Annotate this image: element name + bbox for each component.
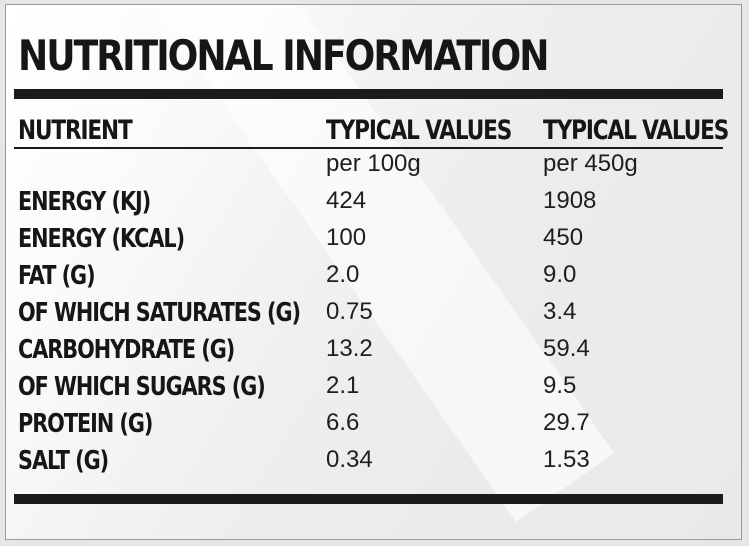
value-per-100g: 0.75 [326, 298, 373, 325]
table-row: FAT (G) 2.0 9.0 [6, 259, 741, 296]
value-per-450g: 9.0 [543, 261, 577, 288]
value-per-450g: 1.53 [543, 446, 590, 473]
nutrient-label: ENERGY (KJ) [18, 187, 151, 217]
header-rule [14, 147, 723, 149]
value-per-450g: 450 [543, 224, 584, 251]
header-nutrient: NUTRIENT [18, 115, 133, 146]
nutrient-label: ENERGY (KCAL) [18, 224, 185, 254]
bottom-rule [14, 494, 723, 504]
value-per-450g: 9.5 [543, 372, 577, 399]
table-row: CARBOHYDRATE (G) 13.2 59.4 [6, 333, 741, 370]
value-per-450g: 59.4 [543, 335, 590, 362]
value-per-100g: 424 [326, 187, 367, 214]
page-title: NUTRITIONAL INFORMATION [18, 31, 549, 80]
nutrient-label: FAT (G) [18, 261, 96, 291]
nutrient-label: CARBOHYDRATE (G) [18, 335, 235, 365]
value-per-100g: 6.6 [326, 409, 360, 436]
table-row: ENERGY (KJ) 424 1908 [6, 185, 741, 222]
value-per-100g: 2.0 [326, 261, 360, 288]
table-row: PROTEIN (G) 6.6 29.7 [6, 407, 741, 444]
nutrition-panel: NUTRITIONAL INFORMATION NUTRIENT TYPICAL… [5, 4, 742, 540]
unit-per-450g: per 450g [543, 150, 638, 177]
nutrient-label: OF WHICH SATURATES (G) [18, 298, 301, 328]
nutrient-label: PROTEIN (G) [18, 409, 153, 439]
value-per-450g: 3.4 [543, 298, 577, 325]
value-per-100g: 100 [326, 224, 367, 251]
value-per-100g: 2.1 [326, 372, 360, 399]
value-per-450g: 29.7 [543, 409, 590, 436]
table-row: OF WHICH SATURATES (G) 0.75 3.4 [6, 296, 741, 333]
top-rule [14, 89, 723, 99]
header-typical-values-100g: TYPICAL VALUES [326, 115, 512, 146]
value-per-450g: 1908 [543, 187, 597, 214]
table-row: OF WHICH SUGARS (G) 2.1 9.5 [6, 370, 741, 407]
table-row: SALT (G) 0.34 1.53 [6, 444, 741, 481]
header-typical-values-450g: TYPICAL VALUES [543, 115, 729, 146]
unit-per-100g: per 100g [326, 150, 421, 177]
value-per-100g: 0.34 [326, 446, 373, 473]
nutrient-label: OF WHICH SUGARS (G) [18, 372, 266, 402]
value-per-100g: 13.2 [326, 335, 373, 362]
table-row: ENERGY (KCAL) 100 450 [6, 222, 741, 259]
nutrient-label: SALT (G) [18, 446, 109, 476]
units-row: per 100g per 450g [6, 148, 741, 185]
